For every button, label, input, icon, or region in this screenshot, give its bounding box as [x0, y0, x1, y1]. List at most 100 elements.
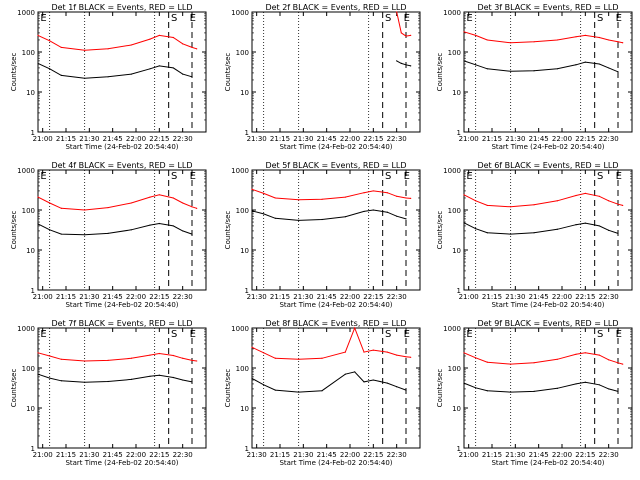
y-tick-label: 1 [31, 129, 35, 137]
y-tick-label: 10 [26, 247, 35, 255]
lld-data-point [191, 359, 193, 361]
events-data-point [486, 390, 488, 392]
x-tick-label: 22:15 [149, 293, 169, 301]
events-data-point [584, 222, 586, 224]
events-data-point [274, 389, 276, 391]
events-data-point [130, 73, 132, 75]
events-data-point [575, 64, 577, 66]
detector-panel-4: Det 4f BLACK = Events, RED = LLD 1 10 100 10… [10, 161, 207, 309]
events-data-point [584, 381, 586, 383]
events-data-point [182, 230, 184, 232]
x-tick-label: 21:15 [56, 293, 76, 301]
lld-data-point [363, 192, 365, 194]
y-tick-label: 100 [448, 49, 461, 57]
x-tick-label: 21:00 [459, 293, 479, 301]
y-tick-label: 1000 [17, 9, 35, 17]
lld-data-point [149, 38, 151, 40]
events-data-point [172, 67, 174, 69]
lld-data-point [405, 197, 407, 199]
x-tick-label: 21:30 [247, 135, 267, 143]
x-tick-label: 22:30 [387, 135, 407, 143]
lld-data-point [533, 204, 535, 206]
y-tick-label: 10 [240, 89, 249, 97]
events-data-point [617, 232, 619, 235]
event-marker: E [404, 329, 410, 340]
lld-data-point [158, 194, 160, 196]
x-tick-label: 22:15 [575, 135, 595, 143]
events-data-point [584, 61, 586, 63]
lld-data-point [598, 36, 600, 39]
plot-frame [463, 327, 633, 449]
x-tick-label: 22:00 [340, 451, 360, 459]
lld-data-point [191, 206, 193, 208]
lld-data-point [486, 39, 488, 41]
panel-title: Det 8f BLACK = Events, RED = LLD [265, 319, 406, 328]
y-tick-label: 1000 [443, 9, 461, 17]
x-tick-label: 21:30 [79, 293, 99, 301]
events-data-point [60, 233, 62, 235]
event-marker: S [597, 329, 603, 340]
y-axis-label: Counts/sec [436, 369, 444, 408]
events-data-point [463, 222, 465, 224]
events-data-point [37, 223, 39, 225]
events-data-point [354, 371, 356, 373]
y-tick-label: 100 [22, 207, 35, 215]
lld-data-point [556, 200, 558, 202]
x-tick-label: 21:15 [482, 293, 502, 301]
events-data-point [486, 68, 488, 70]
x-tick-label: 22:00 [552, 135, 572, 143]
event-marker: E [404, 13, 410, 24]
event-marker: E [40, 171, 46, 182]
x-tick-label: 21:45 [317, 135, 337, 143]
plot-frame [37, 327, 207, 449]
x-tick-label: 22:15 [363, 135, 383, 143]
y-axis-label: Counts/sec [10, 53, 18, 92]
x-tick-label: 21:45 [103, 293, 123, 301]
lld-data-point [475, 200, 477, 202]
lld-data-point [510, 206, 512, 208]
plot-frame [251, 11, 421, 133]
detector-panel-8: Det 8f BLACK = Events, RED = LLD 1 10 100 10… [224, 319, 421, 467]
lld-data-point [622, 204, 624, 207]
lld-data-point [130, 202, 132, 204]
event-marker: E [190, 171, 196, 182]
events-data-point [158, 65, 160, 67]
lld-data-point [510, 363, 512, 365]
x-tick-label: 21:30 [247, 293, 267, 301]
event-marker: E [466, 329, 472, 340]
lld-data-point [149, 354, 151, 356]
events-data-point [396, 215, 398, 217]
events-data-point [49, 68, 51, 70]
y-axis-label: Counts/sec [224, 211, 232, 250]
events-data-point [475, 387, 477, 389]
y-axis-label: Counts/sec [10, 211, 18, 250]
lld-data-point [107, 359, 109, 361]
x-tick-label: 22:15 [149, 135, 169, 143]
y-tick-label: 100 [448, 207, 461, 215]
events-data-point [556, 68, 558, 70]
x-axis-label: Start Time (24-Feb-02 20:54:40) [279, 459, 392, 467]
lld-data-point [49, 202, 51, 204]
event-marker: S [597, 171, 603, 182]
y-axis-label: Counts/sec [436, 53, 444, 92]
lld-data-point [49, 355, 51, 357]
x-tick-label: 22:00 [340, 293, 360, 301]
lld-data-point [263, 352, 265, 354]
x-tick-label: 22:30 [387, 451, 407, 459]
events-data-point [533, 70, 535, 72]
x-tick-label: 21:15 [482, 451, 502, 459]
events-data-point [396, 386, 398, 388]
x-tick-label: 21:45 [529, 135, 549, 143]
events-data-point [486, 232, 488, 234]
events-data-point [575, 224, 577, 226]
plot-frame [251, 169, 421, 291]
events-data-point [263, 213, 265, 215]
events-data-point [191, 76, 193, 78]
y-axis-label: Counts/sec [436, 211, 444, 250]
lld-data-point [60, 207, 62, 209]
lld-data-point [396, 195, 398, 197]
lld-data-point [533, 41, 535, 43]
x-axis-label: Start Time (24-Feb-02 20:54:40) [279, 301, 392, 309]
y-tick-label: 1 [245, 445, 249, 453]
lld-data-point [274, 357, 276, 359]
